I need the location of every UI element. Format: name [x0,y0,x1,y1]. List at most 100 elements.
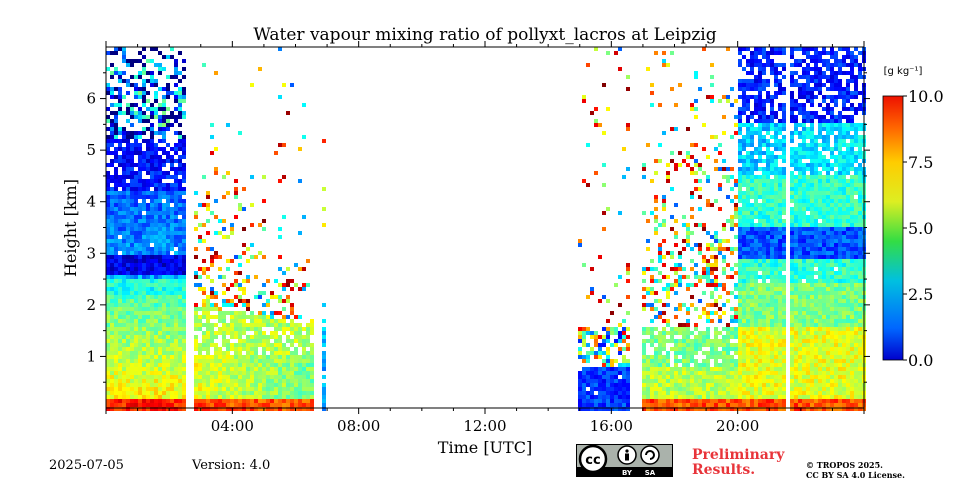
heatmap-cell [742,47,746,51]
heatmap-cell [114,95,118,99]
heatmap-cell [174,203,178,207]
heatmap-cell [746,223,750,227]
heatmap-cell [306,379,310,383]
heatmap-cell [742,355,746,359]
heatmap-cell [166,359,170,363]
heatmap-cell [114,347,118,351]
heatmap-cell [782,91,786,95]
heatmap-cell [758,363,762,367]
heatmap-cell [722,343,726,347]
heatmap-cell [122,199,126,203]
heatmap-cell [106,383,110,387]
heatmap-cell [798,91,802,95]
heatmap-cell [150,343,154,347]
heatmap-cell [762,343,766,347]
heatmap-cell [702,147,706,151]
heatmap-cell [178,135,182,139]
heatmap-cell [306,391,310,395]
heatmap-cell [122,247,126,251]
heatmap-cell [682,367,686,371]
heatmap-cell [174,119,178,123]
heatmap-cell [694,163,698,167]
heatmap-cell [154,303,158,307]
heatmap-cell [254,379,258,383]
heatmap-cell [678,371,682,375]
heatmap-cell [154,399,158,403]
heatmap-cell [706,391,710,395]
heatmap-cell [658,339,662,343]
heatmap-cell [762,47,766,51]
heatmap-cell [774,343,778,347]
heatmap-cell [590,399,594,403]
heatmap-cell [114,215,118,219]
heatmap-cell [590,331,594,335]
heatmap-cell [766,387,770,391]
heatmap-cell [166,91,170,95]
heatmap-cell [810,119,814,123]
heatmap-cell [150,159,154,163]
heatmap-cell [146,155,150,159]
heatmap-cell [114,363,118,367]
heatmap-cell [198,315,202,319]
heatmap-cell [306,327,310,331]
heatmap-cell [690,359,694,363]
heatmap-cell [726,335,730,339]
heatmap-cell [322,407,326,411]
heatmap-cell [746,71,750,75]
heatmap-cell [658,347,662,351]
heatmap-cell [770,151,774,155]
heatmap-cell [178,247,182,251]
heatmap-cell [242,347,246,351]
heatmap-cell [194,327,198,331]
heatmap-cell [802,335,806,339]
heatmap-cell [134,407,138,411]
heatmap-cell [178,51,182,55]
heatmap-cell [218,355,222,359]
heatmap-cell [162,295,166,299]
heatmap-cell [762,335,766,339]
heatmap-cell [118,327,122,331]
heatmap-cell [754,75,758,79]
heatmap-cell [782,267,786,271]
heatmap-cell [166,311,170,315]
heatmap-cell [202,63,206,67]
heatmap-cell [742,399,746,403]
heatmap-cell [626,75,630,79]
heatmap-cell [710,319,714,323]
heatmap-cell [758,275,762,279]
heatmap-cell [170,383,174,387]
heatmap-cell [146,247,150,251]
heatmap-cell [586,351,590,355]
heatmap-cell [766,127,770,131]
heatmap-cell [766,403,770,407]
heatmap-cell [746,151,750,155]
heatmap-cell [762,383,766,387]
heatmap-cell [802,239,806,243]
heatmap-cell [158,167,162,171]
heatmap-cell [782,403,786,407]
heatmap-cell [182,191,186,195]
heatmap-cell [682,339,686,343]
heatmap-cell [586,355,590,359]
heatmap-cell [174,215,178,219]
heatmap-cell [182,155,186,159]
heatmap-cell [118,223,122,227]
heatmap-cell [198,203,202,207]
heatmap-cell [110,191,114,195]
heatmap-cell [162,223,166,227]
heatmap-cell [242,279,246,283]
heatmap-cell [150,351,154,355]
heatmap-cell [118,71,122,75]
heatmap-cell [622,331,626,335]
heatmap-cell [618,339,622,343]
heatmap-cell [178,323,182,327]
heatmap-cell [694,283,698,287]
heatmap-cell [294,327,298,331]
heatmap-cell [110,403,114,407]
heatmap-cell [262,387,266,391]
heatmap-cell [746,343,750,347]
heatmap-cell [798,235,802,239]
heatmap-cell [138,323,142,327]
heatmap-cell [286,299,290,303]
heatmap-cell [138,387,142,391]
